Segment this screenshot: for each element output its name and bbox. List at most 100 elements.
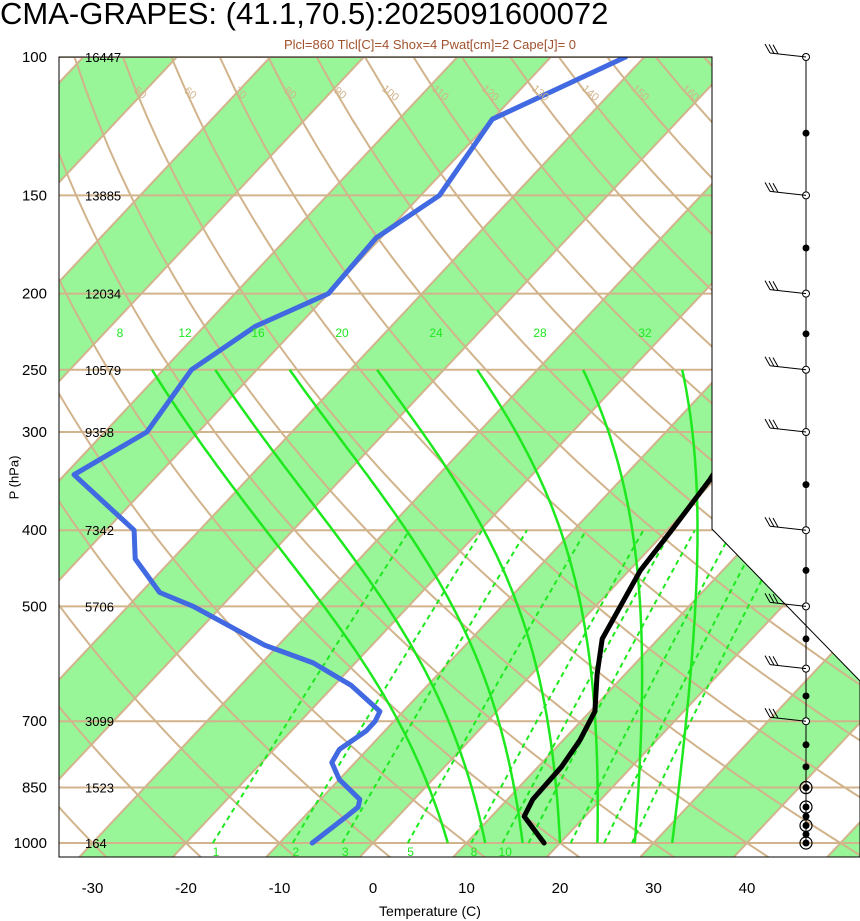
- pressure-tick-label: 300: [22, 424, 47, 441]
- wind-barb-feather: [772, 593, 779, 604]
- height-label: 3099: [85, 714, 114, 729]
- dry-adiabat-line: [0, 21, 14, 860]
- dry-adiabat-line: [250, 57, 860, 857]
- moist-adiabat-label: 28: [533, 326, 547, 340]
- wind-level-dot: [802, 244, 810, 252]
- temperature-tick-label: 0: [369, 880, 377, 897]
- wind-level-dot: [802, 741, 810, 749]
- isotherm-line: [637, 57, 860, 857]
- wind-barb-feather: [764, 516, 771, 527]
- wind-barb-shaft: [769, 716, 807, 722]
- pressure-tick-label: 200: [22, 286, 47, 303]
- wind-barb-feather: [764, 418, 771, 429]
- dry-adiabat-label: 140: [579, 83, 601, 104]
- wind-barb-feather: [768, 517, 775, 527]
- wind-barb-feather: [768, 182, 775, 193]
- height-label: 5706: [85, 599, 114, 614]
- moist-adiabat-label: 12: [178, 326, 192, 340]
- mixing-ratio-line: [603, 529, 764, 844]
- wind-barb-shaft: [769, 190, 807, 196]
- isotherm-line: [59, 57, 399, 857]
- wind-barb-feather: [772, 281, 779, 291]
- temperature-band: [59, 57, 772, 857]
- wind-barb-feather: [768, 593, 775, 604]
- wind-level-dot: [802, 635, 810, 643]
- dry-adiabat-line: [391, 57, 860, 857]
- wind-barb-feather: [764, 655, 771, 665]
- wind-barb-feather: [768, 655, 775, 666]
- moist-adiabat-line: [670, 369, 699, 844]
- wind-barb-shaft: [769, 289, 807, 295]
- temperature-tick-label: -30: [82, 880, 104, 897]
- height-label: 1523: [85, 781, 114, 796]
- chart-subtitle: Plcl=860 Tlcl[C]=4 Shox=4 Pwat[cm]=2 Cap…: [283, 37, 577, 52]
- moist-adiabat-line: [288, 369, 524, 844]
- wind-barb-feather: [768, 356, 775, 367]
- wind-barb-feather: [764, 593, 771, 603]
- wind-barb-shaft: [769, 664, 807, 670]
- mixing-ratio-label: 2: [292, 845, 299, 859]
- moist-adiabat-line: [214, 369, 487, 844]
- wind-barb-feather: [768, 708, 775, 718]
- wind-barb-feather: [768, 280, 775, 291]
- wind-level-dot: [802, 830, 810, 838]
- moist-adiabat-label: 32: [638, 326, 652, 340]
- dry-adiabat-line: [297, 57, 860, 857]
- temperature-band: [59, 57, 585, 857]
- dry-adiabat-line: [59, 57, 205, 857]
- calm-wind-circle: [799, 780, 813, 795]
- temperature-profile-line: [521, 57, 860, 846]
- height-label: 16447: [85, 50, 121, 65]
- height-label: 13885: [85, 188, 121, 203]
- moist-adiabat-label: 20: [335, 326, 349, 340]
- isotherm-line: [543, 57, 860, 857]
- mixing-ratio-label: 5: [407, 845, 414, 859]
- mixing-ratio-label: 10: [499, 845, 513, 859]
- temperature-tick-label: 40: [739, 880, 756, 897]
- moist-adiabat-line: [476, 369, 599, 843]
- wind-barb-feather: [772, 419, 779, 430]
- moist-adiabat-label: 16: [251, 326, 265, 340]
- wind-barb-feather: [772, 656, 779, 666]
- wind-level-dot: [802, 812, 810, 820]
- calm-wind-circle: [799, 836, 813, 850]
- dry-adiabat-line: [62, 57, 773, 857]
- wind-barb-feather: [772, 44, 779, 55]
- moist-adiabat-line: [150, 369, 449, 844]
- wind-barb-shaft: [769, 427, 807, 433]
- mixing-ratio-line: [470, 529, 645, 844]
- wind-barb-shaft: [769, 365, 807, 371]
- mixing-ratio-line: [341, 529, 528, 844]
- pressure-tick-label: 150: [22, 187, 47, 204]
- temperature-band: [0, 21, 24, 860]
- wind-barb-feather: [764, 280, 771, 290]
- temperature-tick-label: 10: [458, 880, 475, 897]
- wind-profile: [764, 43, 813, 850]
- calm-wind-circle: [799, 818, 813, 833]
- moist-adiabat-label: 8: [117, 326, 124, 340]
- pressure-tick-label: 100: [22, 49, 47, 66]
- dry-adiabat-line: [109, 57, 860, 857]
- pressure-tick-label: 400: [22, 522, 47, 539]
- wind-level-dot: [802, 129, 810, 137]
- mixing-ratio-label: 3: [342, 845, 349, 859]
- moist-adiabat-lines: [150, 369, 699, 844]
- dry-adiabat-line: [156, 57, 860, 857]
- moist-adiabat-line: [376, 369, 562, 844]
- mixing-ratio-line: [501, 529, 673, 844]
- moist-adiabat-label: 24: [429, 326, 443, 340]
- temperature-tick-label: -20: [175, 880, 197, 897]
- dry-adiabat-line: [59, 57, 489, 857]
- isotherm-line: [59, 57, 586, 857]
- wind-level-dot: [802, 566, 810, 574]
- wind-level-dot: [802, 481, 810, 489]
- moist-adiabat-line: [581, 369, 644, 844]
- wind-barb-feather: [764, 182, 771, 192]
- wind-level-dot: [802, 803, 810, 811]
- height-label: 7342: [85, 523, 114, 538]
- isotherm-line: [59, 57, 679, 857]
- dry-adiabat-line: [203, 57, 860, 857]
- wind-barb-feather: [772, 357, 779, 367]
- pressure-tick-label: 500: [22, 598, 47, 615]
